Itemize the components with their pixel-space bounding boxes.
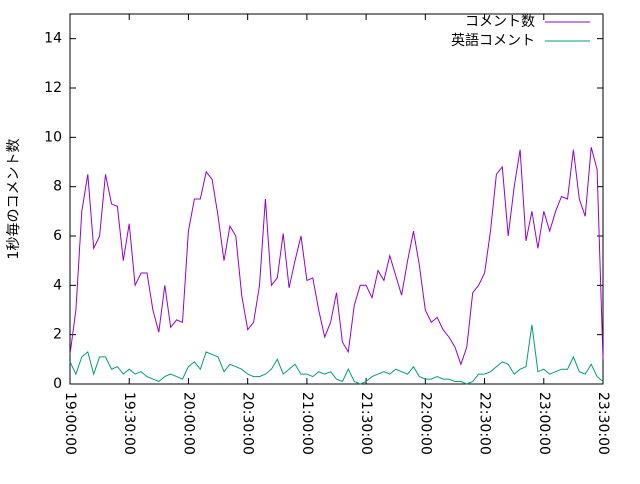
x-tick-label: 19:30:00: [121, 392, 137, 455]
x-tick-label: 22:30:00: [477, 392, 493, 455]
x-tick-label: 20:30:00: [240, 392, 256, 455]
line: [69, 147, 604, 366]
y-tick-label: 8: [53, 179, 62, 195]
y-tick-label: 12: [44, 80, 62, 96]
y-tick-label: 14: [44, 31, 62, 47]
y-tick-label: 4: [53, 277, 62, 293]
y-tick-label: 2: [53, 327, 62, 343]
legend-label: コメント数: [465, 14, 535, 30]
x-tick-label: 21:00:00: [299, 392, 315, 455]
x-tick-label: 20:00:00: [180, 392, 196, 455]
y-tick-label: 10: [44, 129, 62, 145]
line: [69, 324, 604, 385]
y-tick-label: 6: [53, 228, 62, 244]
y-axis-label: 1秒毎のコメント数: [6, 139, 22, 260]
x-tick-label: 23:00:00: [536, 392, 552, 455]
legend-label: 英語コメント: [451, 32, 535, 49]
x-tick-label: 19:00:00: [62, 392, 78, 455]
y-tick-label: 0: [53, 376, 62, 392]
x-tick-label: 23:30:00: [595, 392, 611, 455]
x-tick-label: 21:30:00: [358, 392, 374, 455]
x-tick-label: 22:00:00: [417, 392, 433, 455]
plot-border: [69, 13, 604, 385]
